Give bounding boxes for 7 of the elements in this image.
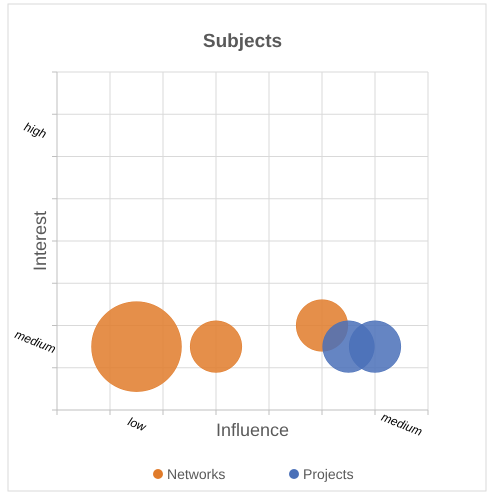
chart-title: Subjects <box>202 31 282 52</box>
text: high <box>22 120 49 142</box>
x-axis-title: Influence <box>216 420 290 440</box>
y-axis-title: Interest <box>30 210 50 272</box>
x-tick-label: low <box>126 414 150 435</box>
legend-label: Networks <box>167 466 226 482</box>
legend-label: Projects <box>303 466 354 482</box>
